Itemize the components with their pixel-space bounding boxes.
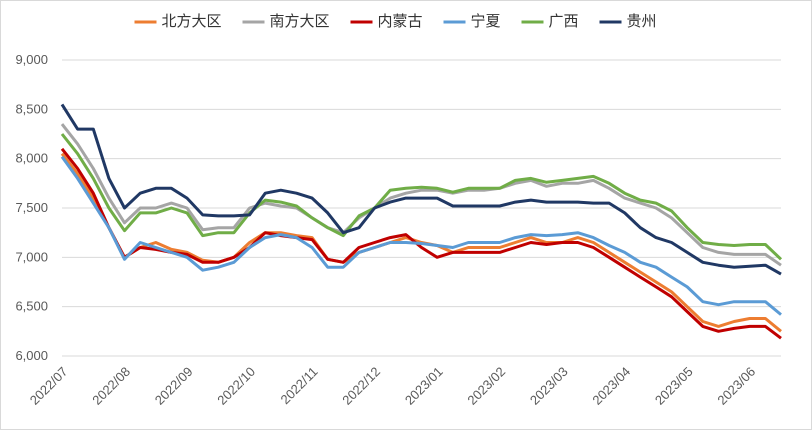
legend-label: 广西	[549, 13, 579, 30]
y-tick-label: 7,500	[15, 200, 48, 215]
series-line	[60, 147, 782, 340]
y-tick-label: 8,000	[15, 151, 48, 166]
series-line	[60, 155, 782, 316]
legend-label: 内蒙古	[378, 13, 423, 30]
legend-label: 南方大区	[270, 13, 330, 30]
y-tick-label: 7,000	[15, 249, 48, 264]
y-tick-label: 8,500	[15, 101, 48, 116]
legend: 北方大区 南方大区 内蒙古 宁夏 广西 贵州	[134, 13, 657, 30]
legend-label: 宁夏	[471, 13, 501, 30]
y-tick-label: 6,500	[15, 299, 48, 314]
y-tick-label: 9,000	[15, 52, 48, 67]
series-line	[60, 103, 782, 276]
series-line	[60, 123, 782, 267]
legend-label: 北方大区	[162, 13, 222, 30]
plot-lines	[60, 103, 783, 340]
y-tick-label: 6,000	[15, 348, 48, 363]
legend-label: 贵州	[627, 13, 657, 30]
series-line	[60, 133, 783, 261]
